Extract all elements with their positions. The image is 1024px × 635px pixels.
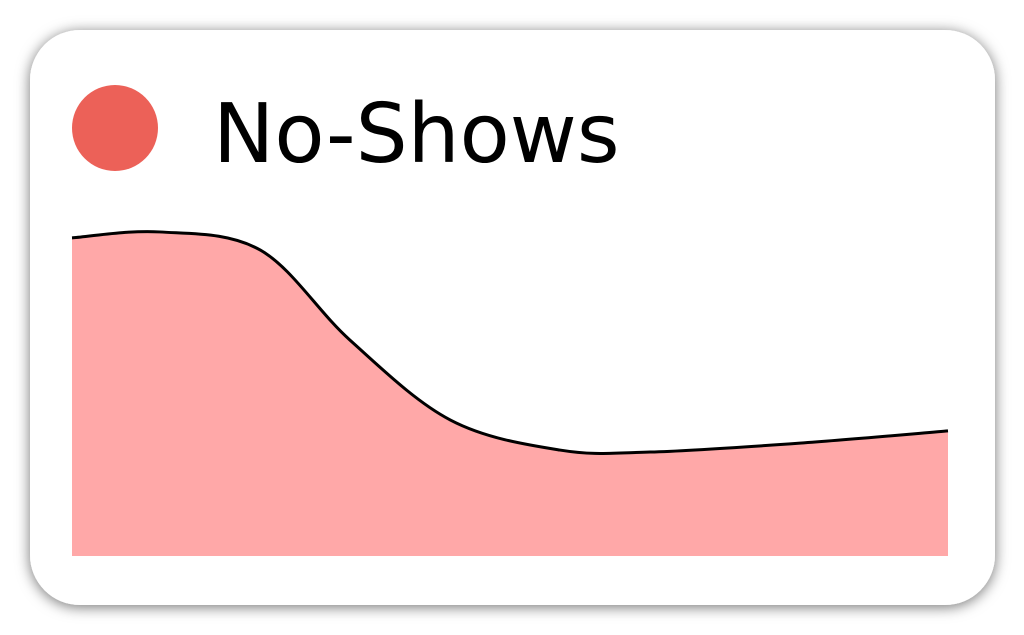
line <box>71 230 949 455</box>
card-title: No-Shows <box>213 87 620 182</box>
legend-dot <box>72 85 158 171</box>
area <box>72 231 948 556</box>
